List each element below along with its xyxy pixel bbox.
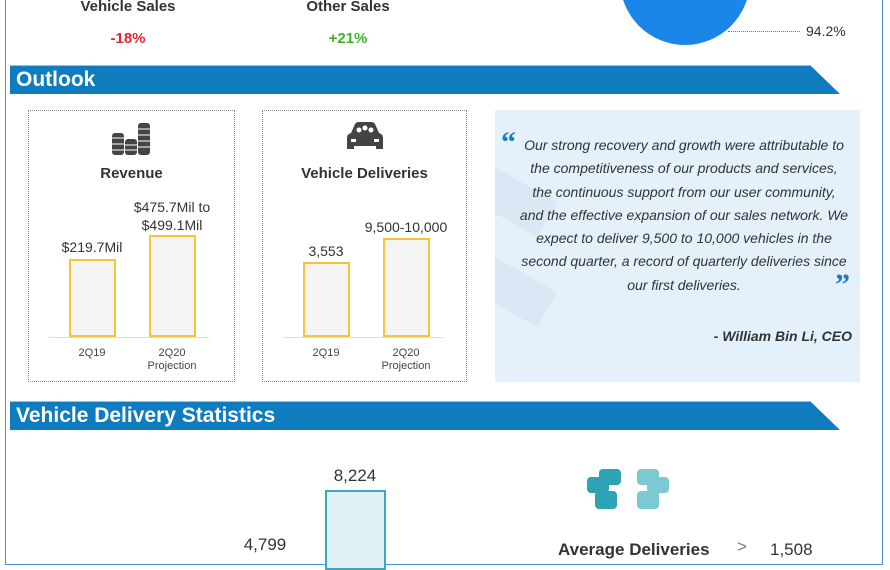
stats-bar-label-1: 4,799	[243, 535, 287, 554]
deliveries-xlabel-2q20-sub: Projection	[381, 360, 431, 372]
kpi-vehicle-sales-value: -18%	[110, 30, 146, 47]
deliveries-card: Vehicle Deliveries 3,553 9,500-10,000 2Q…	[262, 110, 467, 382]
deliveries-bar-2q19	[303, 262, 350, 337]
deliveries-bar-2q20	[383, 238, 430, 337]
revenue-bar-label-2q19: $219.7Mil	[61, 239, 123, 255]
avg-deliveries-label: Average Deliveries	[558, 540, 710, 559]
pie-label: 94.2%	[806, 23, 846, 39]
quote-author: - William Bin Li, CEO	[713, 328, 852, 344]
stats-bar-label-2: 8,224	[333, 466, 377, 485]
quote-text: Our strong recovery and growth were attr…	[519, 137, 849, 293]
deliveries-xlabel-2q19: 2Q19	[312, 347, 340, 359]
avg-deliveries-value: 1,508	[770, 540, 813, 559]
kpi-other-sales-value: +21%	[328, 30, 368, 47]
deliveries-title: Vehicle Deliveries	[301, 165, 428, 182]
revenue-title: Revenue	[100, 165, 163, 182]
revenue-xlabel-2q20: 2Q20	[158, 347, 186, 359]
open-quote-icon: “	[501, 126, 516, 159]
stats-bar-2	[325, 490, 386, 570]
coins-stack-icon	[29, 121, 234, 164]
car-icon	[263, 121, 466, 158]
close-quote-icon: ”	[835, 268, 850, 301]
revenue-bar-2q19	[69, 259, 116, 337]
kpi-other-sales-label: Other Sales	[306, 0, 390, 15]
stats-banner: Vehicle Delivery Statistics	[10, 401, 840, 430]
outlook-banner: Outlook	[10, 65, 840, 94]
revenue-card: Revenue $219.7Mil $475.7Mil to $499.1Mil…	[28, 110, 235, 382]
deliveries-bar-label-2q20: 9,500-10,000	[364, 219, 448, 235]
deliveries-xlabel-2q20: 2Q20	[392, 347, 420, 359]
chevron-right-icon: >	[737, 537, 747, 556]
revenue-bar-label-2q20: $475.7Mil to	[133, 199, 211, 215]
pie-leader-line	[728, 31, 800, 32]
cars-group-icon	[585, 467, 680, 516]
revenue-bar-label-2q20-line2: $499.1Mil	[141, 217, 203, 233]
ceo-quote-box: “ Our strong recovery and growth were at…	[495, 110, 860, 382]
deliveries-bar-label-2q19: 3,553	[308, 243, 344, 259]
revenue-xlabel-2q19: 2Q19	[78, 347, 106, 359]
revenue-bar-2q20	[149, 235, 196, 337]
revenue-xlabel-2q20-sub: Projection	[147, 360, 197, 372]
deliveries-axis	[283, 337, 443, 338]
revenue-axis	[49, 337, 209, 338]
kpi-vehicle-sales-label: Vehicle Sales	[80, 0, 176, 15]
